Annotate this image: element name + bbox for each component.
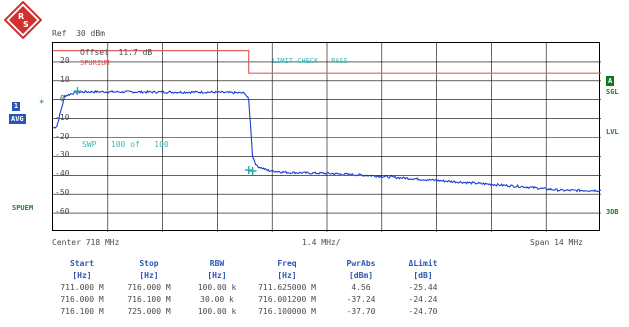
- limit-check-status: LIMIT CHECK PASS: [272, 57, 348, 65]
- col-header-rbw: RBW: [209, 258, 225, 268]
- cell-start: 711.000 M: [60, 282, 104, 292]
- sgl-indicator: SGL: [606, 88, 619, 96]
- svg-text:S: S: [23, 20, 29, 29]
- table-row: 716.100 M 725.000 M 100.00 k 716.100000 …: [52, 305, 450, 317]
- cell-freq: 716.100000 M: [258, 306, 316, 316]
- trace-number-indicator: 1: [12, 102, 20, 111]
- y-tick-label: -50: [55, 188, 70, 198]
- y-tick-label: 20: [60, 55, 70, 65]
- y-tick-label: -60: [55, 207, 70, 217]
- spurium-label: SPURIUM: [80, 59, 110, 67]
- col-header-start: Start: [69, 258, 95, 268]
- table-header-row: Start Stop RBW Freq PwrAbs ΔLimit: [52, 257, 450, 269]
- cell-start: 716.100 M: [60, 306, 104, 316]
- spurious-results-table: Start Stop RBW Freq PwrAbs ΔLimit [Hz] […: [52, 257, 450, 317]
- cell-stop: 716.000 M: [127, 282, 171, 292]
- cell-freq: 711.625000 M: [258, 282, 316, 292]
- cell-delta-limit: -24.70: [408, 306, 438, 316]
- y-tick-label: -20: [55, 131, 70, 141]
- col-header-stop: Stop: [139, 258, 159, 268]
- span-per-div-label: 1.4 MHz/: [302, 238, 341, 247]
- y-tick-label: -10: [55, 112, 70, 122]
- cell-freq: 716.001200 M: [258, 294, 316, 304]
- col-header-delta-limit: ΔLimit: [408, 258, 438, 268]
- y-tick-label: -30: [55, 150, 70, 160]
- cell-rbw: 100.00 k: [197, 282, 237, 292]
- rohde-schwarz-logo-icon: R S: [4, 1, 42, 39]
- unit-freq: [Hz]: [277, 270, 297, 280]
- cell-start: 716.000 M: [60, 294, 104, 304]
- y-tick-label: 0: [60, 93, 65, 103]
- y-tick-label: 10: [60, 74, 70, 84]
- center-frequency-label: Center 718 MHz: [52, 238, 120, 247]
- table-units-row: [Hz] [Hz] [Hz] [Hz] [dBm] [dB]: [52, 269, 450, 281]
- star-indicator: *: [39, 99, 45, 109]
- sweep-count-label: SWP 100 of 100: [82, 140, 169, 149]
- cell-delta-limit: -25.44: [408, 282, 438, 292]
- cell-pwrabs: 4.56: [351, 282, 371, 292]
- cell-stop: 716.100 M: [127, 294, 171, 304]
- spectrum-plot-canvas: [53, 43, 601, 232]
- spectrum-plot[interactable]: [52, 42, 601, 232]
- unit-rbw: [Hz]: [207, 270, 227, 280]
- cell-rbw: 100.00 k: [197, 306, 237, 316]
- unit-pwrabs: [dBm]: [348, 270, 374, 280]
- db3-indicator: 3DB: [606, 208, 619, 216]
- cell-delta-limit: -24.24: [408, 294, 438, 304]
- svg-text:R: R: [18, 12, 24, 21]
- unit-stop: [Hz]: [139, 270, 159, 280]
- col-header-pwrabs: PwrAbs: [346, 258, 376, 268]
- cell-pwrabs: -37.24: [346, 294, 376, 304]
- unit-start: [Hz]: [72, 270, 92, 280]
- span-label: Span 14 MHz: [530, 238, 583, 247]
- offset-label: Offset 11.7 dB: [80, 48, 153, 57]
- lvl-indicator: LVL: [606, 128, 619, 136]
- avg-indicator: AVG: [9, 114, 26, 124]
- table-row: 711.000 M 716.000 M 100.00 k 711.625000 …: [52, 281, 450, 293]
- cell-stop: 725.000 M: [127, 306, 171, 316]
- unit-delta-limit: [dB]: [413, 270, 433, 280]
- trace-a-indicator: A: [606, 76, 615, 86]
- spectrum-trace: [53, 89, 601, 193]
- y-tick-label: -40: [55, 169, 70, 179]
- limit-line: [53, 49, 601, 74]
- cell-rbw: 30.00 k: [200, 294, 234, 304]
- cell-pwrabs: -37.70: [346, 306, 376, 316]
- ref-level-label: Ref 30 dBm: [52, 29, 105, 38]
- table-row: 716.000 M 716.100 M 30.00 k 716.001200 M…: [52, 293, 450, 305]
- spurem-indicator: SPUEM: [12, 204, 34, 212]
- col-header-freq: Freq: [277, 258, 297, 268]
